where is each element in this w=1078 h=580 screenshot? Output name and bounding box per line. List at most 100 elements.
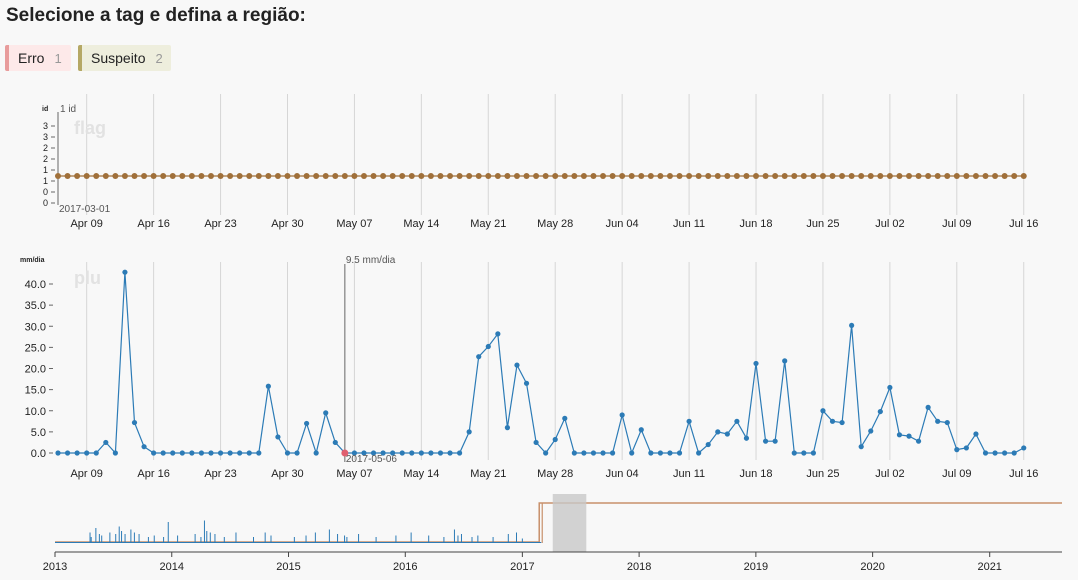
plu-point[interactable] <box>370 450 377 456</box>
flag-point[interactable] <box>64 173 71 179</box>
flag-point[interactable] <box>255 173 262 179</box>
flag-point[interactable] <box>839 173 846 179</box>
plu-point[interactable] <box>801 450 807 456</box>
flag-point[interactable] <box>523 173 530 179</box>
flag-point[interactable] <box>819 173 826 179</box>
plu-point[interactable] <box>982 450 989 456</box>
flag-point[interactable] <box>83 173 90 179</box>
plu-point[interactable] <box>696 450 702 456</box>
plu-point[interactable] <box>753 360 759 367</box>
plu-point[interactable] <box>581 450 587 456</box>
plu-point[interactable] <box>390 450 396 456</box>
flag-point[interactable] <box>332 173 339 179</box>
plu-point[interactable] <box>84 450 90 456</box>
plu-point[interactable] <box>437 450 444 456</box>
flag-point[interactable] <box>934 173 941 179</box>
plu-point[interactable] <box>791 450 797 456</box>
flag-point[interactable] <box>246 173 253 179</box>
flag-point[interactable] <box>437 173 444 179</box>
flag-point[interactable] <box>972 173 979 179</box>
plu-point[interactable] <box>925 404 931 410</box>
flag-point[interactable] <box>925 173 932 179</box>
flag-point[interactable] <box>992 173 999 179</box>
plu-point[interactable] <box>609 450 616 456</box>
plu-point[interactable] <box>543 450 549 456</box>
flag-point[interactable] <box>351 173 358 179</box>
flag-point[interactable] <box>112 173 119 179</box>
plu-point[interactable] <box>189 450 195 456</box>
plu-point[interactable] <box>619 412 625 418</box>
plu-highlight-point[interactable] <box>341 449 349 457</box>
plu-point[interactable] <box>237 450 243 456</box>
flag-point[interactable] <box>418 173 425 179</box>
plu-point[interactable] <box>64 450 71 456</box>
plu-point[interactable] <box>944 419 950 426</box>
flag-point[interactable] <box>772 173 779 179</box>
plu-point[interactable] <box>304 420 310 427</box>
flag-point[interactable] <box>590 173 597 179</box>
flag-point[interactable] <box>456 173 463 179</box>
flag-point[interactable] <box>600 173 607 179</box>
flag-point[interactable] <box>121 173 128 179</box>
plu-point[interactable] <box>361 450 367 456</box>
plu-point[interactable] <box>849 322 855 329</box>
flag-point[interactable] <box>944 173 951 179</box>
flag-point[interactable] <box>829 173 836 179</box>
flag-point[interactable] <box>1011 173 1018 179</box>
plu-point[interactable] <box>523 380 530 386</box>
flag-point[interactable] <box>466 173 473 179</box>
flag-point[interactable] <box>638 173 645 179</box>
flag-point[interactable] <box>227 173 234 179</box>
flag-point[interactable] <box>313 173 320 179</box>
flag-point[interactable] <box>676 173 683 179</box>
flag-point[interactable] <box>542 173 549 179</box>
flag-point[interactable] <box>207 173 214 179</box>
flag-point[interactable] <box>915 173 922 179</box>
flag-point[interactable] <box>705 173 712 179</box>
flag-point[interactable] <box>504 173 511 179</box>
flag-point[interactable] <box>274 173 281 179</box>
plu-point[interactable] <box>151 450 157 456</box>
flag-point[interactable] <box>800 173 807 179</box>
plu-point[interactable] <box>715 429 721 435</box>
flag-point[interactable] <box>513 173 520 179</box>
plu-panel[interactable]: Apr 09 Apr 16 Apr 23 Apr 30 May 07 May 14 May … <box>20 255 1038 480</box>
plu-point[interactable] <box>954 447 960 453</box>
plu-point[interactable] <box>973 431 979 437</box>
flag-point[interactable] <box>380 173 387 179</box>
plu-point[interactable] <box>877 408 883 415</box>
flag-point[interactable] <box>571 173 578 179</box>
plu-point[interactable] <box>743 435 750 441</box>
plu-point[interactable] <box>514 362 520 368</box>
plu-point[interactable] <box>284 450 291 456</box>
plu-point[interactable] <box>810 450 816 456</box>
plu-point[interactable] <box>638 427 644 433</box>
plu-point[interactable] <box>533 439 539 446</box>
plu-point[interactable] <box>887 384 893 391</box>
flag-point[interactable] <box>552 173 559 179</box>
plu-point[interactable] <box>217 450 224 456</box>
plu-point[interactable] <box>600 450 606 456</box>
plu-point[interactable] <box>782 358 788 364</box>
flag-point[interactable] <box>877 173 884 179</box>
plu-point[interactable] <box>762 438 769 444</box>
flag-panel[interactable]: Apr 09 Apr 16 Apr 23 Apr 30 May 07 May 14 May … <box>42 94 1038 230</box>
plu-point[interactable] <box>160 450 166 456</box>
flag-point[interactable] <box>1020 173 1027 179</box>
flag-point[interactable] <box>494 173 501 179</box>
flag-point[interactable] <box>953 173 960 179</box>
flag-point[interactable] <box>886 173 893 179</box>
flag-point[interactable] <box>74 173 81 179</box>
plu-point[interactable] <box>208 450 214 456</box>
plu-point[interactable] <box>562 415 568 421</box>
flag-point[interactable] <box>906 173 913 179</box>
flag-point[interactable] <box>198 173 205 179</box>
flag-point[interactable] <box>160 173 167 179</box>
plu-point[interactable] <box>399 450 405 456</box>
flag-point[interactable] <box>791 173 798 179</box>
plu-point[interactable] <box>552 436 558 443</box>
plu-point[interactable] <box>734 418 740 424</box>
flag-point[interactable] <box>265 173 272 179</box>
flag-point[interactable] <box>714 173 721 179</box>
flag-point[interactable] <box>733 173 740 179</box>
